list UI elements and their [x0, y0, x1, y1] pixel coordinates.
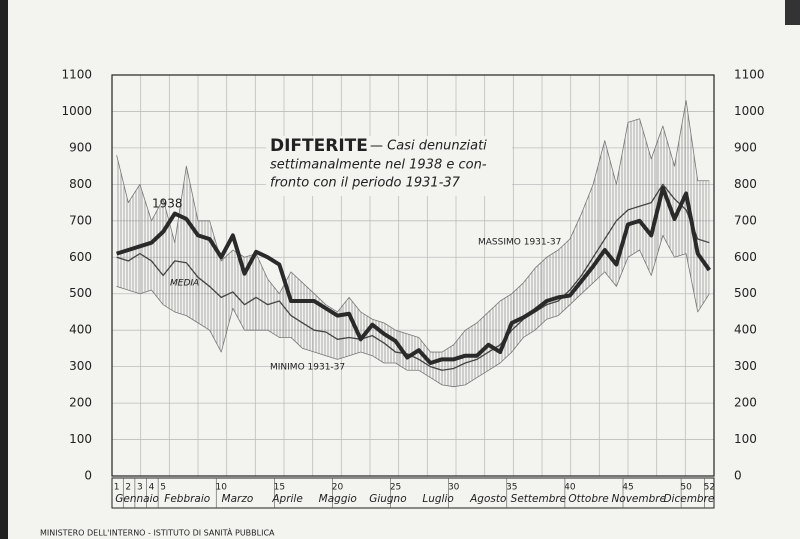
- x-tick-label: 4: [149, 483, 155, 493]
- y-tick-label: 300: [69, 359, 92, 373]
- chart-title: — Casi denunziati: [370, 139, 487, 154]
- lines: [116, 100, 711, 388]
- y2-tick-label: 600: [734, 250, 757, 264]
- title-box: [266, 136, 512, 196]
- chart-title: settimanalmente nel 1938 e con-: [270, 158, 487, 173]
- month-label: Novembre: [611, 493, 666, 505]
- y-tick-label: 1100: [61, 68, 92, 82]
- y-tick-label: 400: [69, 323, 92, 337]
- y2-tick-label: 1000: [734, 104, 765, 118]
- series-line: [116, 186, 711, 365]
- series-label: 1938: [152, 197, 183, 211]
- x-tick-label: 50: [680, 483, 692, 493]
- series-label: MASSIMO 1931-37: [478, 238, 561, 248]
- month-label: Maggio: [319, 493, 357, 505]
- month-label: Aprile: [271, 493, 302, 505]
- y2-tick-label: 400: [734, 323, 757, 337]
- y2-tick-label: 900: [734, 140, 757, 154]
- y-tick-label: 0: [84, 469, 92, 483]
- y2-tick-label: 300: [734, 359, 757, 373]
- y-tick-label: 500: [69, 286, 92, 300]
- y2-tick-label: 100: [734, 432, 757, 446]
- x-tick-label: 30: [448, 483, 460, 493]
- x-tick-label: 20: [332, 483, 344, 493]
- y-tick-label: 900: [69, 140, 92, 154]
- y-tick-label: 700: [69, 213, 92, 227]
- series-line: [116, 183, 710, 371]
- x-tick-label: 40: [564, 483, 576, 493]
- footer: MINISTERO DELL'INTERNO - ISTITUTO DI SAN…: [40, 527, 275, 538]
- y-tick-label: 100: [69, 432, 92, 446]
- month-label: Settembre: [511, 493, 567, 505]
- scan-edge: [785, 0, 800, 25]
- y2-tick-label: 700: [734, 213, 757, 227]
- series-line: [116, 100, 710, 353]
- x-tick-label: 25: [390, 483, 401, 493]
- month-label: Luglio: [422, 493, 453, 505]
- month-label: Febbraio: [164, 493, 210, 505]
- chart-title: fronto con il periodo 1931-37: [270, 176, 461, 191]
- y-tick-label: 600: [69, 250, 92, 264]
- x-tick-label: 10: [216, 483, 228, 493]
- y-tick-label: 1000: [61, 104, 92, 118]
- x-tick-label: 2: [125, 483, 131, 493]
- month-label: Gennaio: [115, 493, 159, 505]
- month-label: Marzo: [222, 493, 254, 505]
- y2-tick-label: 1100: [734, 68, 765, 82]
- range-hatch: [116, 100, 710, 387]
- range-band: [116, 100, 710, 387]
- plot-frame: [111, 74, 715, 477]
- x-tick-label: 35: [506, 483, 517, 493]
- series-label: MINIMO 1931-37: [270, 363, 345, 373]
- series-label: MEDIA: [170, 279, 199, 289]
- scan-edge: [0, 0, 8, 539]
- y-tick-label: 200: [69, 396, 92, 410]
- x-tick-label: 52: [704, 483, 715, 493]
- x-tick-label: 1: [114, 483, 120, 493]
- month-label: Giugno: [369, 493, 406, 505]
- chart-title: DIFTERITE: [270, 136, 368, 156]
- y2-tick-label: 200: [734, 396, 757, 410]
- y2-tick-label: 800: [734, 177, 757, 191]
- x-tick-label: 3: [137, 483, 143, 493]
- y2-tick-label: 500: [734, 286, 757, 300]
- x-tick-label: 45: [622, 483, 633, 493]
- y2-tick-label: 0: [734, 469, 742, 483]
- series-line: [116, 235, 710, 388]
- month-label: Ottobre: [568, 493, 608, 505]
- y-tick-label: 800: [69, 177, 92, 191]
- x-tick-label: 15: [274, 483, 285, 493]
- month-label: Agosto: [469, 493, 506, 505]
- x-axis-box: [111, 477, 715, 509]
- month-label: Dicembre: [663, 493, 714, 505]
- x-tick-label: 5: [160, 483, 166, 493]
